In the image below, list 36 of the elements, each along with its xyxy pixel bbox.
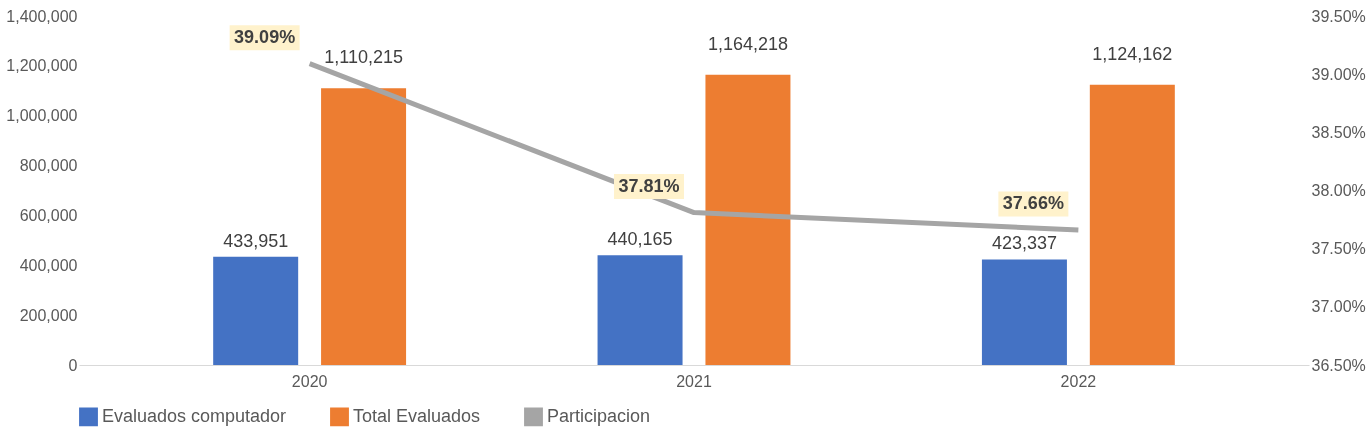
y-tick-label: 600,000 bbox=[19, 206, 78, 224]
bar bbox=[981, 259, 1067, 365]
y-tick-label: 1,200,000 bbox=[6, 57, 78, 75]
y2-tick-label: 39.00% bbox=[1311, 65, 1366, 83]
y2-tick-label: 38.50% bbox=[1311, 123, 1366, 141]
y2-tick-label: 37.50% bbox=[1311, 240, 1366, 258]
x-tick-label: 2021 bbox=[676, 372, 712, 390]
legend-label: Participacion bbox=[547, 405, 651, 426]
x-tick-label: 2020 bbox=[291, 372, 328, 390]
y2-tick-label: 38.00% bbox=[1311, 182, 1366, 199]
y2-tick-label: 36.50% bbox=[1311, 356, 1366, 374]
data-label: 1,110,215 bbox=[324, 47, 403, 68]
bar bbox=[321, 88, 407, 365]
data-label: 39.09% bbox=[234, 26, 296, 47]
data-label: 1,124,162 bbox=[1092, 43, 1173, 64]
y2-tick-label: 39.50% bbox=[1311, 7, 1366, 25]
data-label: 440,165 bbox=[607, 229, 673, 250]
x-tick-label: 2022 bbox=[1060, 372, 1097, 390]
y-tick-label: 200,000 bbox=[19, 306, 78, 324]
bar bbox=[597, 255, 683, 365]
legend-label: Total Evaluados bbox=[353, 405, 481, 426]
y-tick-label: 1,000,000 bbox=[6, 107, 78, 125]
data-label: 423,337 bbox=[991, 233, 1057, 254]
y2-tick-label: 37.00% bbox=[1311, 298, 1366, 316]
y-tick-label: 1,400,000 bbox=[6, 7, 78, 25]
bar bbox=[213, 256, 299, 365]
data-label: 37.81% bbox=[618, 175, 680, 196]
bar bbox=[1089, 84, 1175, 365]
data-label: 37.66% bbox=[1002, 193, 1064, 214]
legend-label: Evaluados computador bbox=[102, 405, 287, 426]
bar bbox=[705, 74, 791, 365]
y-tick-label: 800,000 bbox=[19, 157, 78, 175]
data-label: 1,164,218 bbox=[707, 33, 788, 54]
y-tick-label: 400,000 bbox=[19, 256, 78, 274]
y-tick-label: 0 bbox=[68, 356, 78, 374]
data-label: 433,951 bbox=[223, 230, 289, 251]
